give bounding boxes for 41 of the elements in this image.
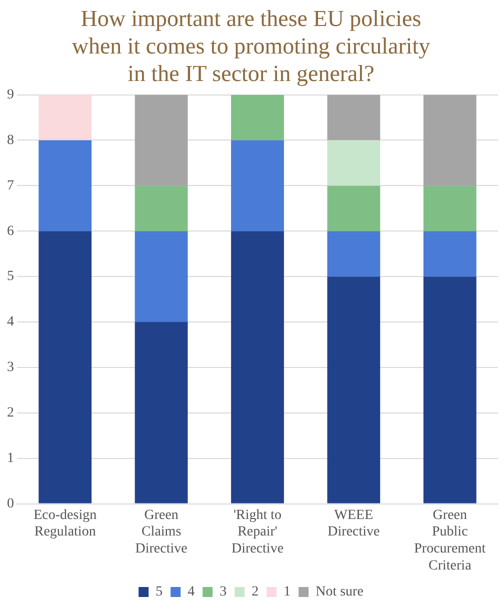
bar xyxy=(423,276,476,504)
bar xyxy=(423,186,476,232)
x-tick-label: Green Public Procurement Criteria xyxy=(414,508,486,574)
legend-label: 5 xyxy=(156,584,163,600)
bar xyxy=(38,231,92,504)
x-tick-label: 'Right to Repair' Directive xyxy=(231,508,284,556)
legend-label: 2 xyxy=(252,584,259,600)
y-tick-label: 2 xyxy=(7,406,14,421)
bar xyxy=(134,322,188,504)
y-tick-label: 8 xyxy=(7,132,14,148)
bar xyxy=(327,276,380,504)
y-tick-label: 0 xyxy=(7,496,14,512)
y-tick-label: 7 xyxy=(7,178,14,194)
y-tick-label: 4 xyxy=(7,314,14,330)
y-tick-label: 3 xyxy=(7,360,14,376)
legend-label: 4 xyxy=(188,584,195,600)
y-tick-label: 6 xyxy=(7,224,14,239)
bar xyxy=(327,231,380,277)
legend-label: 3 xyxy=(220,584,227,600)
y-tick-label: 1 xyxy=(7,451,14,466)
legend-label: Not sure xyxy=(316,584,364,600)
bar xyxy=(423,94,476,186)
bar xyxy=(231,94,284,140)
bar xyxy=(134,186,188,232)
x-tick-label: Green Claims Directive xyxy=(135,508,188,556)
x-tick-label: Eco-design Regulation xyxy=(34,508,97,540)
chart-title: How important are these EU policies when it comes to promoting circularity in the IT sector in general? xyxy=(72,6,431,86)
bar xyxy=(231,231,284,504)
bar xyxy=(327,140,380,186)
bar xyxy=(38,94,92,140)
bar xyxy=(134,231,188,322)
y-tick-label: 5 xyxy=(7,269,14,284)
bar xyxy=(327,94,380,140)
x-tick-label: WEEE Directive xyxy=(328,508,380,540)
bar xyxy=(423,231,476,277)
legend-label: 1 xyxy=(284,584,291,600)
bar xyxy=(327,186,380,232)
bar xyxy=(231,140,284,232)
bar xyxy=(134,94,188,186)
y-tick-label: 9 xyxy=(7,87,14,102)
bar xyxy=(38,140,92,232)
